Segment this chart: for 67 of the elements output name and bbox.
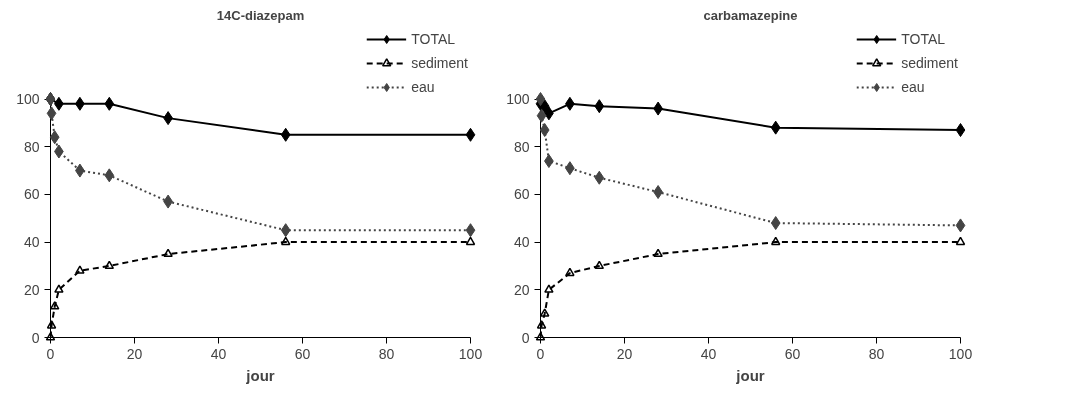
x-tick-label: 40 (210, 345, 227, 362)
point (539, 123, 550, 138)
point (770, 216, 781, 231)
point (594, 99, 605, 114)
y-tick-label: 40 (23, 234, 40, 251)
x-tick-label: 40 (700, 345, 717, 362)
point (955, 218, 966, 233)
point (163, 248, 173, 258)
x-axis-title: jour (245, 366, 275, 384)
x-tick-label: 100 (948, 345, 973, 362)
point (104, 168, 115, 183)
x-tick-label: 80 (868, 345, 885, 362)
legend-label: TOTAL (411, 31, 456, 47)
legend-label: sediment (901, 55, 958, 71)
point (565, 267, 575, 277)
x-tick-label: 60 (784, 345, 801, 362)
chart-title: 14C-diazepam (216, 7, 305, 23)
point (46, 106, 57, 121)
point (104, 260, 115, 270)
x-axis-title: jour (735, 366, 765, 384)
point (49, 130, 60, 145)
point (280, 127, 291, 142)
point (535, 92, 546, 107)
point (45, 332, 56, 341)
y-tick-label: 20 (513, 281, 530, 298)
x-tick-label: 80 (378, 345, 395, 362)
point (535, 332, 546, 341)
y-tick-label: 60 (513, 186, 530, 203)
chart-title: carbamazepine (703, 7, 798, 23)
x-tick-label: 20 (126, 345, 143, 362)
x-tick-label: 20 (616, 345, 633, 362)
legend-label: TOTAL (901, 31, 946, 47)
point (536, 320, 547, 329)
x-tick-label: 100 (458, 345, 483, 362)
point (280, 236, 291, 246)
legend-label: eau (411, 79, 435, 95)
y-tick-label: 60 (23, 186, 40, 203)
point (75, 265, 85, 274)
y-tick-label: 0 (31, 329, 40, 346)
point (465, 223, 476, 238)
y-tick-label: 100 (16, 91, 40, 108)
y-tick-label: 100 (506, 91, 530, 108)
y-tick-label: 40 (513, 234, 530, 251)
point (653, 248, 663, 258)
point (46, 320, 57, 329)
x-tick-label: 0 (536, 345, 545, 362)
point (465, 127, 476, 142)
y-tick-label: 0 (521, 329, 530, 346)
x-tick-label: 60 (294, 345, 311, 362)
y-tick-label: 80 (23, 138, 40, 155)
x-tick-label: 0 (46, 345, 55, 362)
point (594, 260, 605, 270)
point (465, 236, 476, 246)
point (104, 96, 115, 111)
point (594, 170, 605, 185)
point (770, 236, 781, 246)
y-tick-label: 20 (23, 281, 40, 298)
point (54, 284, 64, 293)
legend-label: eau (901, 79, 925, 95)
point (536, 108, 547, 123)
point (280, 223, 291, 238)
legend-label: sediment (411, 55, 468, 71)
point (955, 236, 966, 246)
point (770, 120, 781, 135)
point (955, 123, 966, 138)
y-tick-label: 80 (513, 138, 530, 155)
point (544, 284, 554, 293)
